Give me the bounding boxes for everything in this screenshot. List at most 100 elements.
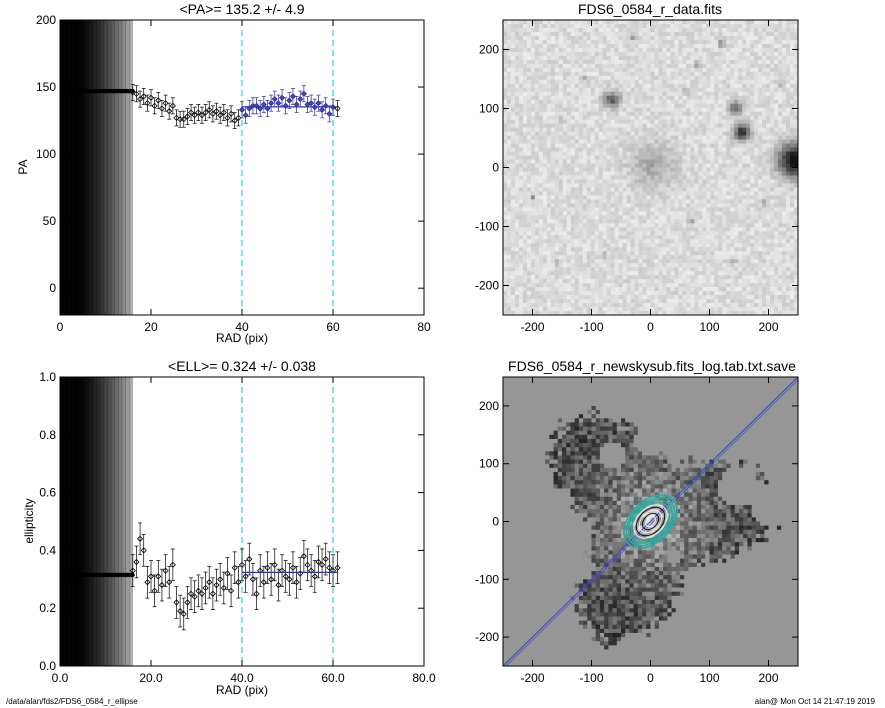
img1-pixel — [690, 123, 695, 129]
img1-pixel — [626, 91, 631, 97]
img1-pixel — [578, 155, 584, 160]
img1-pixel — [574, 99, 580, 105]
img1-pixel — [606, 275, 612, 280]
img1-pixel — [526, 163, 532, 168]
img1-pixel — [594, 27, 600, 33]
img1-pixel — [506, 291, 512, 296]
img1-pixel — [726, 147, 731, 152]
img1-pixel — [634, 143, 639, 148]
img1-pixel — [618, 227, 623, 232]
img1-pixel — [670, 143, 675, 148]
img1-pixel — [590, 27, 596, 33]
img1-pixel — [682, 187, 687, 192]
img1-pixel — [674, 67, 679, 73]
img1-pixel — [598, 139, 604, 144]
img1-pixel — [670, 51, 675, 57]
img1-pixel — [650, 179, 655, 184]
img1-pixel — [666, 71, 671, 77]
img1-pixel — [634, 175, 639, 180]
img1-pixel — [710, 199, 715, 204]
img1-pixel — [510, 187, 516, 192]
ell-shade-band — [66, 377, 70, 666]
img1-pixel — [662, 31, 667, 37]
img1-pixel — [542, 219, 548, 224]
img1-pixel — [550, 271, 556, 276]
img1-pixel — [698, 23, 703, 29]
img1-pixel — [518, 159, 524, 164]
img1-pixel — [670, 307, 675, 312]
img1-pixel — [550, 187, 556, 192]
img1-pixel — [654, 275, 659, 280]
ell-data-point — [315, 558, 322, 566]
img1-pixel — [503, 303, 508, 308]
img1-pixel — [642, 159, 647, 164]
img1-pixel — [534, 95, 540, 101]
img1-pixel — [530, 179, 536, 184]
img1-pixel — [514, 163, 520, 168]
img1-pixel — [522, 307, 528, 312]
img1-pixel — [610, 195, 616, 200]
img1-pixel — [602, 147, 608, 152]
img1-pixel — [554, 175, 560, 180]
img1-pixel — [706, 255, 711, 260]
img1-pixel — [510, 171, 516, 176]
img1-pixel — [582, 147, 588, 152]
img1-pixel — [506, 39, 512, 45]
img1-pixel — [538, 135, 544, 140]
img1-pixel — [674, 139, 679, 144]
img1-pixel — [730, 95, 735, 101]
img1-pixel — [566, 143, 572, 148]
img1-pixel — [570, 39, 576, 45]
img1-pixel — [626, 75, 631, 81]
img1-pixel — [706, 63, 711, 69]
img1-pixel — [582, 39, 588, 45]
img1-pixel — [534, 191, 540, 196]
img1-pixel — [598, 47, 604, 53]
img1-pixel — [634, 103, 639, 109]
img1-pixel — [730, 111, 735, 117]
img1-pixel — [710, 47, 715, 53]
img1-pixel — [662, 71, 667, 77]
img1-pixel — [538, 47, 544, 53]
img1-pixel — [574, 55, 580, 61]
img1-pixel — [622, 119, 627, 125]
img1-pixel — [506, 271, 512, 276]
img1-pixel — [566, 287, 572, 292]
img1-pixel — [550, 175, 556, 180]
img1-pixel — [538, 311, 544, 315]
img1-pixel — [586, 139, 592, 144]
img1-pixel — [570, 63, 576, 69]
img1-pixel — [714, 31, 719, 37]
img1-pixel — [670, 255, 675, 260]
img1-pixel — [690, 47, 695, 53]
pa-data-point — [278, 94, 286, 101]
img1-pixel — [510, 63, 516, 69]
img1-pixel — [570, 47, 576, 53]
img1-pixel — [702, 47, 707, 53]
img1-pixel — [686, 199, 691, 204]
img1-pixel — [726, 239, 731, 244]
img1-pixel — [514, 95, 520, 101]
img1-pixel — [514, 75, 520, 81]
img1-pixel — [558, 99, 564, 105]
img1-pixel — [550, 39, 556, 45]
img1-pixel — [658, 247, 663, 252]
img1-pixel — [550, 55, 556, 61]
pa-shade-band — [66, 20, 70, 315]
img1-pixel — [578, 103, 584, 109]
img1-pixel — [682, 151, 687, 156]
img1-pixel — [574, 183, 580, 188]
img1-pixel — [550, 199, 556, 204]
img1-pixel — [590, 155, 596, 160]
img1-pixel — [578, 239, 584, 244]
img1-pixel — [698, 179, 703, 184]
img1-pixel — [562, 259, 568, 264]
img1-pixel — [614, 179, 620, 184]
img1-pixel — [526, 159, 532, 164]
img1-pixel — [550, 163, 556, 168]
img1-pixel — [574, 143, 580, 148]
img1-pixel — [518, 263, 524, 268]
img1-pixel — [698, 163, 703, 168]
img1-pixel — [618, 259, 623, 264]
img1-pixel — [503, 167, 508, 172]
